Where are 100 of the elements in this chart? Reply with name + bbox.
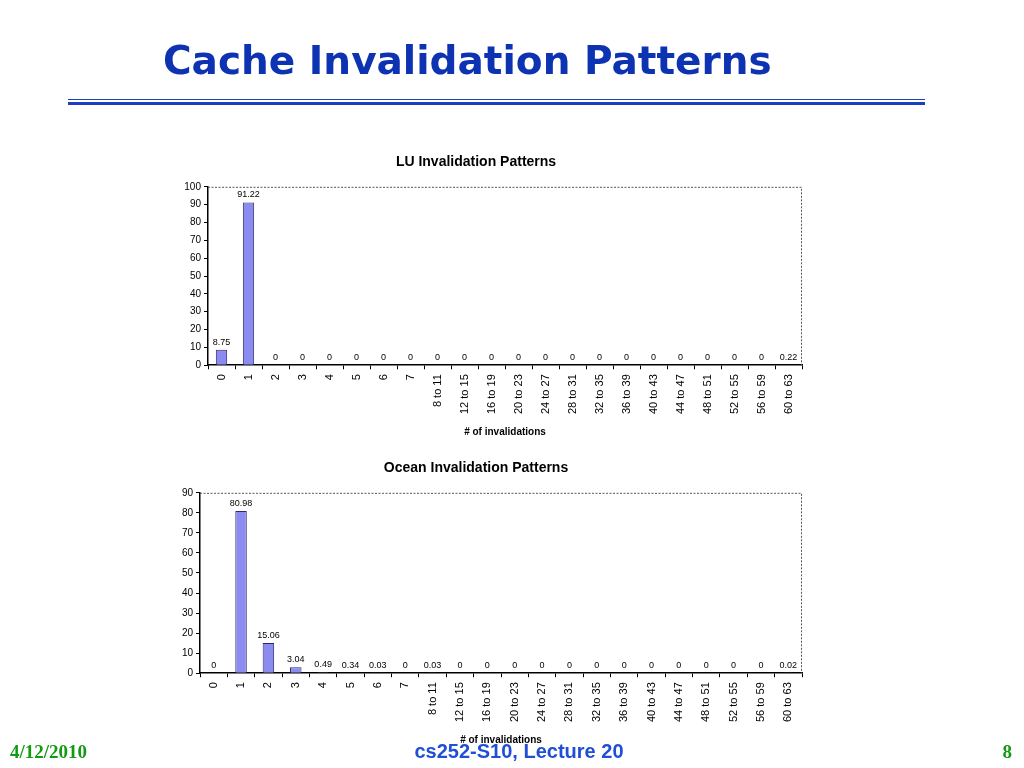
- y-tick-label: 20: [189, 323, 202, 335]
- y-tick-label: 30: [189, 305, 202, 317]
- x-tick-label: 0: [206, 682, 219, 689]
- data-label: 0.49: [314, 659, 332, 670]
- y-tick-label: 0: [195, 358, 202, 370]
- x-tick-label: 16 to 19: [484, 374, 497, 415]
- x-tick-label: 3: [288, 682, 301, 689]
- x-tick-label: 32 to 35: [589, 682, 602, 723]
- data-label: 91.22: [237, 189, 260, 200]
- x-tick-label: 36 to 39: [617, 682, 630, 723]
- chart-title: Ocean Invalidation Patterns: [383, 459, 569, 476]
- data-label: 0: [704, 352, 711, 363]
- x-tick-label: 16 to 19: [480, 682, 493, 723]
- data-label: 0: [515, 352, 522, 363]
- x-tick-label: 32 to 35: [592, 374, 605, 415]
- data-label: 0: [512, 660, 518, 671]
- y-tick-label: 70: [189, 234, 202, 246]
- y-tick-label: 30: [181, 606, 194, 618]
- x-tick-label: 52 to 55: [726, 682, 739, 723]
- x-tick-label: 20 to 23: [511, 374, 524, 415]
- x-tick-label: 12 to 15: [452, 682, 465, 723]
- data-label: 0: [407, 352, 414, 363]
- data-label: 0: [758, 660, 764, 671]
- x-tick-label: 7: [403, 374, 416, 381]
- y-tick-label: 0: [187, 666, 194, 678]
- x-tick-label: 0: [214, 374, 227, 381]
- y-tick-label: 50: [181, 566, 194, 578]
- x-tick-label: 44 to 47: [673, 374, 686, 415]
- y-tick-label: 10: [189, 341, 202, 353]
- x-tick-label: 1: [241, 374, 254, 381]
- x-tick-label: 44 to 47: [671, 682, 684, 723]
- x-tick-label: 5: [343, 682, 356, 689]
- data-label: 0: [569, 352, 576, 363]
- x-tick-label: 4: [316, 682, 329, 689]
- x-tick-label: 2: [261, 682, 274, 689]
- data-label: 0.34: [341, 659, 360, 670]
- x-tick-label: 7: [398, 682, 411, 689]
- y-tick-label: 10: [181, 646, 194, 658]
- data-label: 15.06: [257, 630, 280, 641]
- x-tick-label: 4: [322, 374, 335, 381]
- data-label: 0: [596, 352, 603, 363]
- x-tick-label: 40 to 43: [644, 682, 657, 723]
- x-axis-title: # of invalidations: [464, 425, 547, 437]
- y-tick-label: 90: [181, 486, 194, 498]
- data-label: 0: [539, 660, 545, 671]
- x-tick-label: 52 to 55: [727, 374, 740, 415]
- x-tick-label: 3: [295, 374, 308, 381]
- data-label: 0: [650, 352, 657, 363]
- data-label: 0: [542, 352, 549, 363]
- data-label: 0: [594, 660, 600, 671]
- x-tick-label: 48 to 51: [699, 682, 712, 723]
- x-tick-label: 24 to 27: [538, 374, 551, 415]
- text: 4/12/2010: [10, 741, 88, 763]
- y-tick-label: 70: [181, 526, 194, 538]
- y-tick-label: 60: [189, 251, 202, 263]
- x-tick-label: 60 to 63: [781, 682, 794, 723]
- y-tick-label: 80: [189, 216, 202, 228]
- x-tick-label: 8 to 11: [430, 374, 443, 408]
- x-tick-label: 6: [376, 374, 389, 381]
- x-tick-label: 28 to 31: [562, 682, 575, 723]
- x-tick-label: 40 to 43: [646, 374, 659, 415]
- data-label: 0: [731, 352, 738, 363]
- y-tick-label: 60: [181, 546, 194, 558]
- y-tick-label: 80: [181, 506, 194, 518]
- data-label: 0: [623, 352, 630, 363]
- x-tick-label: 8 to 11: [425, 682, 438, 716]
- data-label: 0: [457, 660, 463, 671]
- x-tick-label: 36 to 39: [619, 374, 632, 415]
- data-label: 0: [272, 352, 279, 363]
- y-tick-label: 40: [189, 287, 202, 299]
- y-tick-label: 90: [189, 198, 202, 210]
- text: 8: [1002, 741, 1012, 763]
- data-label: 0: [703, 660, 709, 671]
- data-label: 0: [677, 352, 684, 363]
- data-label: 0: [566, 660, 572, 671]
- x-tick-label: 48 to 51: [700, 374, 713, 415]
- y-tick-label: 20: [181, 626, 194, 638]
- chart-title: LU Invalidation Patterns: [395, 153, 557, 170]
- data-label: 0: [758, 352, 765, 363]
- x-tick-label: 12 to 15: [457, 374, 470, 415]
- data-label: 0: [461, 352, 468, 363]
- text: Cache Invalidation Patterns: [163, 38, 772, 83]
- y-tick-label: 100: [184, 180, 202, 192]
- data-label: 0: [621, 660, 627, 671]
- x-tick-label: 56 to 59: [754, 374, 767, 415]
- data-label: 0.02: [779, 660, 798, 671]
- x-tick-label: 60 to 63: [781, 374, 794, 415]
- x-tick-label: 2: [268, 374, 281, 381]
- data-label: 0: [211, 660, 217, 671]
- data-label: 0: [484, 660, 490, 671]
- y-tick-label: 40: [181, 586, 194, 598]
- data-label: 0.22: [779, 351, 798, 362]
- x-tick-label: 1: [234, 682, 247, 689]
- data-label: 0.03: [369, 660, 387, 671]
- y-tick-label: 50: [189, 269, 202, 281]
- data-label: 8.75: [212, 336, 231, 347]
- data-label: 0: [299, 352, 306, 363]
- x-tick-label: 28 to 31: [565, 374, 578, 415]
- x-tick-label: 5: [349, 374, 362, 381]
- data-label: 0: [326, 352, 333, 363]
